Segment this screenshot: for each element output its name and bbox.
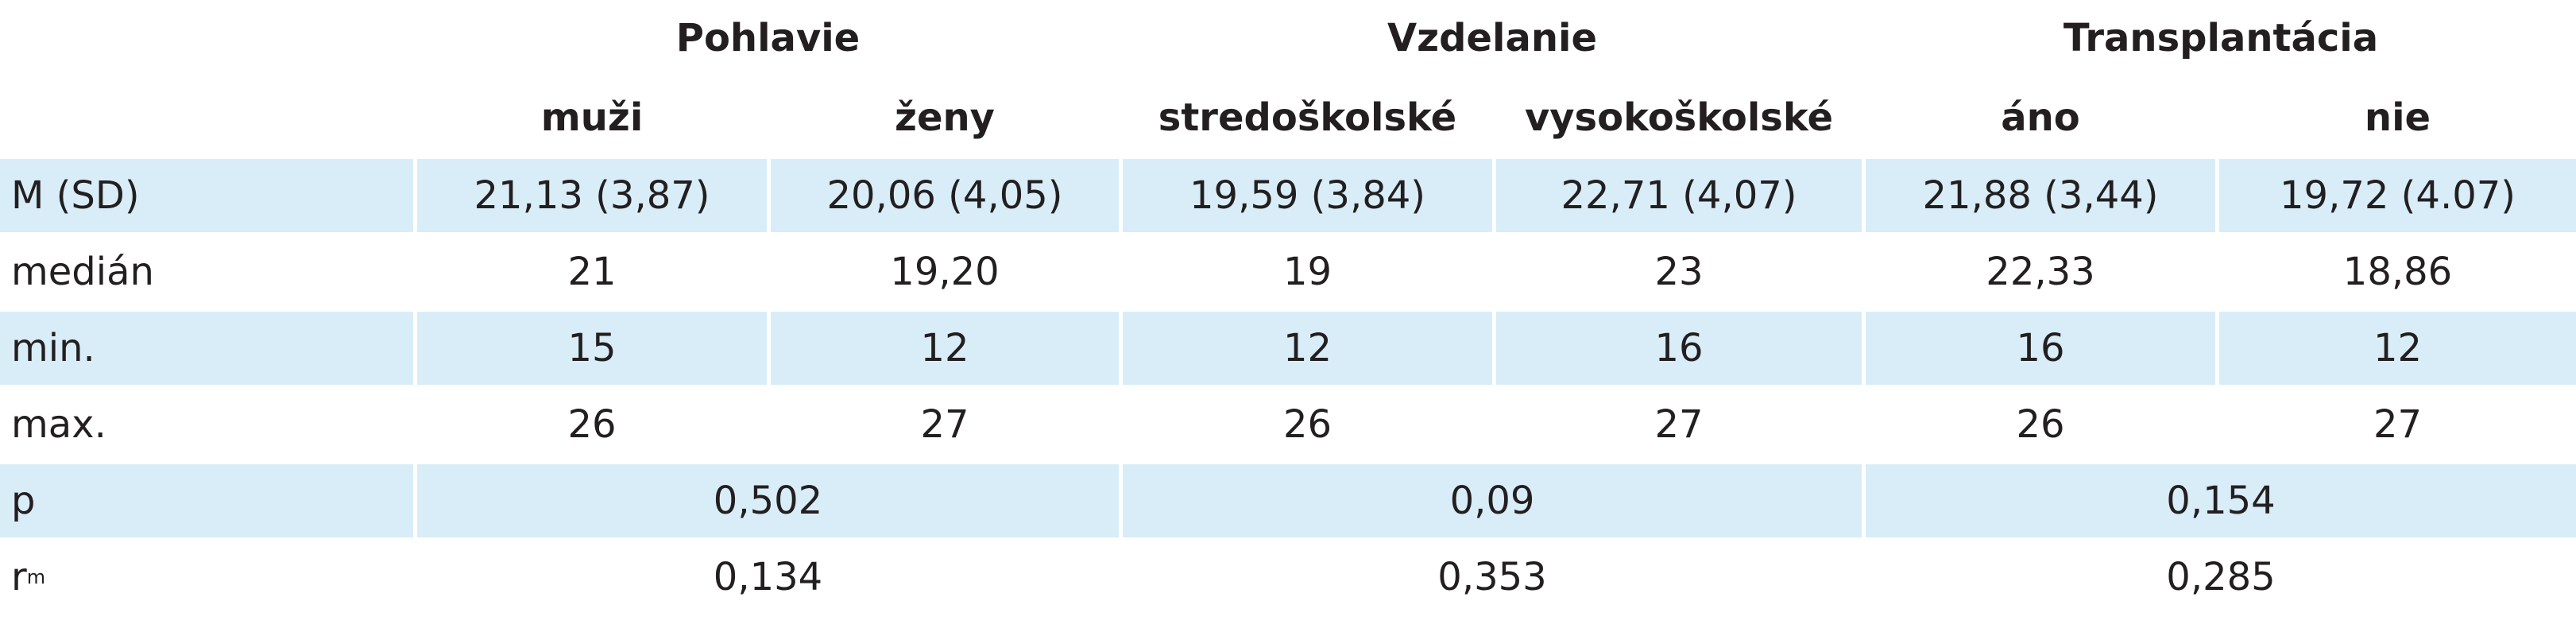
row-label-text: min.	[11, 326, 95, 370]
table-cell: 18,86	[2342, 250, 2453, 294]
table-cell: 15	[417, 312, 767, 385]
group-header: Pohlavie	[675, 16, 861, 60]
table-cell: 12	[2219, 312, 2576, 385]
table-cell: 20,06 (4,05)	[771, 159, 1119, 232]
row-label-text: r	[11, 555, 27, 599]
table-cell: 16	[1496, 312, 1862, 385]
table-cell: 21,88 (3,44)	[1866, 159, 2215, 232]
corner	[0, 0, 413, 76]
table-cell: 19	[1282, 250, 1332, 294]
row-label-subscript: m	[26, 566, 46, 588]
row-label-text: p	[11, 479, 36, 523]
table-cell: 12	[771, 312, 1119, 385]
sub-header: nie	[2364, 95, 2431, 140]
row-label-text: medián	[11, 250, 154, 294]
table-cell: 21	[567, 250, 617, 294]
table-cell: 27	[2373, 402, 2423, 447]
sub-header: áno	[2001, 95, 2080, 140]
table-cell: 0,285	[2166, 555, 2276, 599]
row-label-text: max.	[11, 402, 106, 447]
table-cell: 19,59 (3,84)	[1123, 159, 1492, 232]
row-label: min.	[0, 312, 413, 385]
table-cell: 12	[1123, 312, 1492, 385]
table-cell: 21,13 (3,87)	[417, 159, 767, 232]
table-cell: 27	[920, 402, 969, 447]
group-header: Transplantácia	[2063, 16, 2379, 60]
row-label: p	[0, 464, 413, 537]
table-cell: 27	[1654, 402, 1704, 447]
table-cell: 0,134	[713, 555, 823, 599]
table-cell: 26	[567, 402, 617, 447]
row-label: medián	[0, 235, 413, 308]
table-cell: 0,09	[1123, 464, 1862, 537]
sub-header: ženy	[895, 95, 995, 140]
row-label: max.	[0, 388, 413, 461]
table-cell: 0,353	[1437, 555, 1547, 599]
row-label-text: M (SD)	[11, 173, 140, 218]
group-header: Vzdelanie	[1387, 16, 1598, 60]
row-label: M (SD)	[0, 159, 413, 232]
table-cell: 0,502	[417, 464, 1119, 537]
table-cell: 22,71 (4,07)	[1496, 159, 1862, 232]
table-cell: 19,72 (4.07)	[2219, 159, 2576, 232]
sub-header: vysokoškolské	[1524, 95, 1834, 140]
table-cell: 26	[2016, 402, 2065, 447]
table-cell: 23	[1654, 250, 1704, 294]
sub-header: muži	[540, 95, 644, 140]
table-cell: 19,20	[890, 250, 1000, 294]
table-cell: 0,154	[1866, 464, 2576, 537]
table-cell: 22,33	[1986, 250, 2095, 294]
table-cell: 26	[1282, 402, 1332, 447]
table-cell: 16	[1866, 312, 2215, 385]
sub-header: stredoškolské	[1158, 95, 1457, 140]
